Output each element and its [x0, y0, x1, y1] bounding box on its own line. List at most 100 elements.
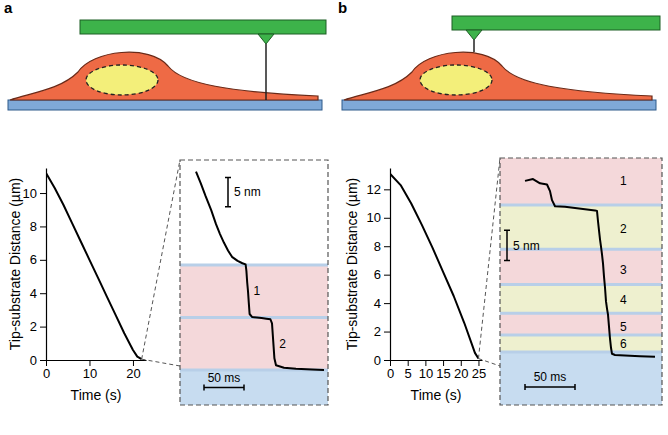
- x-axis-title: Time (s): [71, 387, 122, 403]
- y-axis: 0 2 4 6 8 10: [23, 169, 47, 368]
- inset-plot-area: [525, 179, 655, 357]
- x-tick-mark: [390, 360, 391, 366]
- scale-bar-label: 50 ms: [208, 371, 241, 385]
- tip: [258, 34, 274, 44]
- x-tick: 25: [472, 360, 486, 381]
- y-tick-mark: [40, 193, 46, 194]
- tip-needle: [265, 44, 267, 100]
- y-tick-label: 2: [30, 319, 37, 334]
- schematic: [8, 20, 326, 110]
- y-tick-label: 2: [374, 324, 381, 339]
- x-tick-mark: [425, 360, 426, 366]
- nucleus: [420, 65, 492, 95]
- y-axis: 024681012: [367, 169, 391, 368]
- x-axis: 0510152025: [387, 360, 486, 381]
- y-axis-line: [390, 169, 391, 361]
- substrate-layer: [180, 370, 328, 405]
- cell: [10, 52, 318, 100]
- x-axis-line: [47, 360, 147, 361]
- x-tick-mark: [89, 360, 90, 366]
- inset-plot-area: [196, 172, 324, 370]
- x-tick-mark: [133, 360, 134, 366]
- y-tick-mark: [384, 189, 390, 190]
- step-label: 1: [254, 284, 261, 298]
- y-tick: 10: [367, 210, 390, 225]
- headgroup-line: [500, 283, 662, 286]
- bilayer: [180, 318, 328, 371]
- x-tick-label: 20: [126, 366, 140, 381]
- panel-letter: a: [4, 0, 13, 16]
- plot-area: [46, 173, 142, 359]
- y-tick: 6: [30, 252, 46, 267]
- x-tick-label: 25: [472, 366, 486, 381]
- x-tick: 20: [126, 360, 140, 381]
- headgroup-line: [500, 312, 662, 315]
- substrate-layer: [500, 352, 662, 405]
- x-tick-mark: [46, 360, 47, 366]
- x-tick: 10: [83, 360, 97, 381]
- x-axis: 0 10 20: [43, 360, 147, 381]
- y-tick-mark: [384, 275, 390, 276]
- zoom-connector: [478, 158, 500, 359]
- scale-bar: [204, 385, 244, 391]
- bilayer: [180, 265, 328, 318]
- x-tick-label: 15: [436, 366, 450, 381]
- figure: 010200246810Time (s)Tip-substrate Distan…: [0, 0, 668, 435]
- y-tick: 4: [30, 286, 46, 301]
- y-tick: 0: [374, 353, 390, 368]
- y-tick: 4: [374, 296, 390, 311]
- bilayer: [500, 335, 662, 352]
- x-tick-label: 10: [83, 366, 97, 381]
- y-tick-label: 10: [23, 186, 37, 201]
- y-tick-label: 0: [30, 353, 37, 368]
- y-tick: 2: [30, 319, 46, 334]
- panel-letter: b: [338, 0, 347, 16]
- zoom-connector: [142, 160, 180, 359]
- y-tick-mark: [40, 293, 46, 294]
- cell: [344, 52, 652, 100]
- x-tick-label: 0: [387, 366, 394, 381]
- y-tick-label: 4: [30, 286, 37, 301]
- y-tick-label: 10: [367, 210, 381, 225]
- y-tick-label: 6: [30, 252, 37, 267]
- tip: [466, 30, 482, 40]
- bilayer: [500, 313, 662, 335]
- scale-bar-label: 5 nm: [513, 239, 540, 253]
- step-label: 5: [620, 320, 627, 334]
- x-tick-label: 0: [43, 366, 50, 381]
- x-tick-mark: [443, 360, 444, 366]
- y-tick-label: 12: [367, 182, 381, 197]
- nucleus: [86, 65, 158, 95]
- x-tick: 10: [419, 360, 433, 381]
- x-tick: 5: [405, 360, 412, 381]
- membrane-layers: [180, 265, 328, 405]
- y-tick-label: 0: [374, 353, 381, 368]
- y-axis-line: [46, 169, 47, 361]
- headgroup-line: [500, 350, 662, 353]
- cantilever: [80, 20, 326, 34]
- inset-frame: [500, 158, 662, 405]
- tip-needle: [473, 40, 475, 52]
- y-tick-mark: [384, 360, 390, 361]
- y-tick-mark: [40, 226, 46, 227]
- scale-bar: [225, 178, 231, 207]
- x-tick-label: 20: [454, 366, 468, 381]
- x-tick-mark: [408, 360, 409, 366]
- x-tick: 0: [387, 360, 394, 381]
- x-axis-line: [391, 360, 483, 361]
- x-tick: 15: [436, 360, 450, 381]
- headgroup-line: [180, 264, 328, 267]
- step-label: 2: [620, 222, 627, 236]
- step-label: 4: [620, 293, 627, 307]
- y-tick-label: 8: [30, 219, 37, 234]
- step-label: 6: [620, 337, 627, 351]
- x-tick-mark: [461, 360, 462, 366]
- y-tick: 0: [30, 353, 46, 368]
- x-axis-title: Time (s): [411, 387, 462, 403]
- y-tick-label: 4: [374, 296, 381, 311]
- substrate: [8, 100, 322, 110]
- x-tick-label: 5: [405, 366, 412, 381]
- substrate: [342, 100, 656, 110]
- y-tick-mark: [40, 360, 46, 361]
- inset-frame: [180, 160, 328, 405]
